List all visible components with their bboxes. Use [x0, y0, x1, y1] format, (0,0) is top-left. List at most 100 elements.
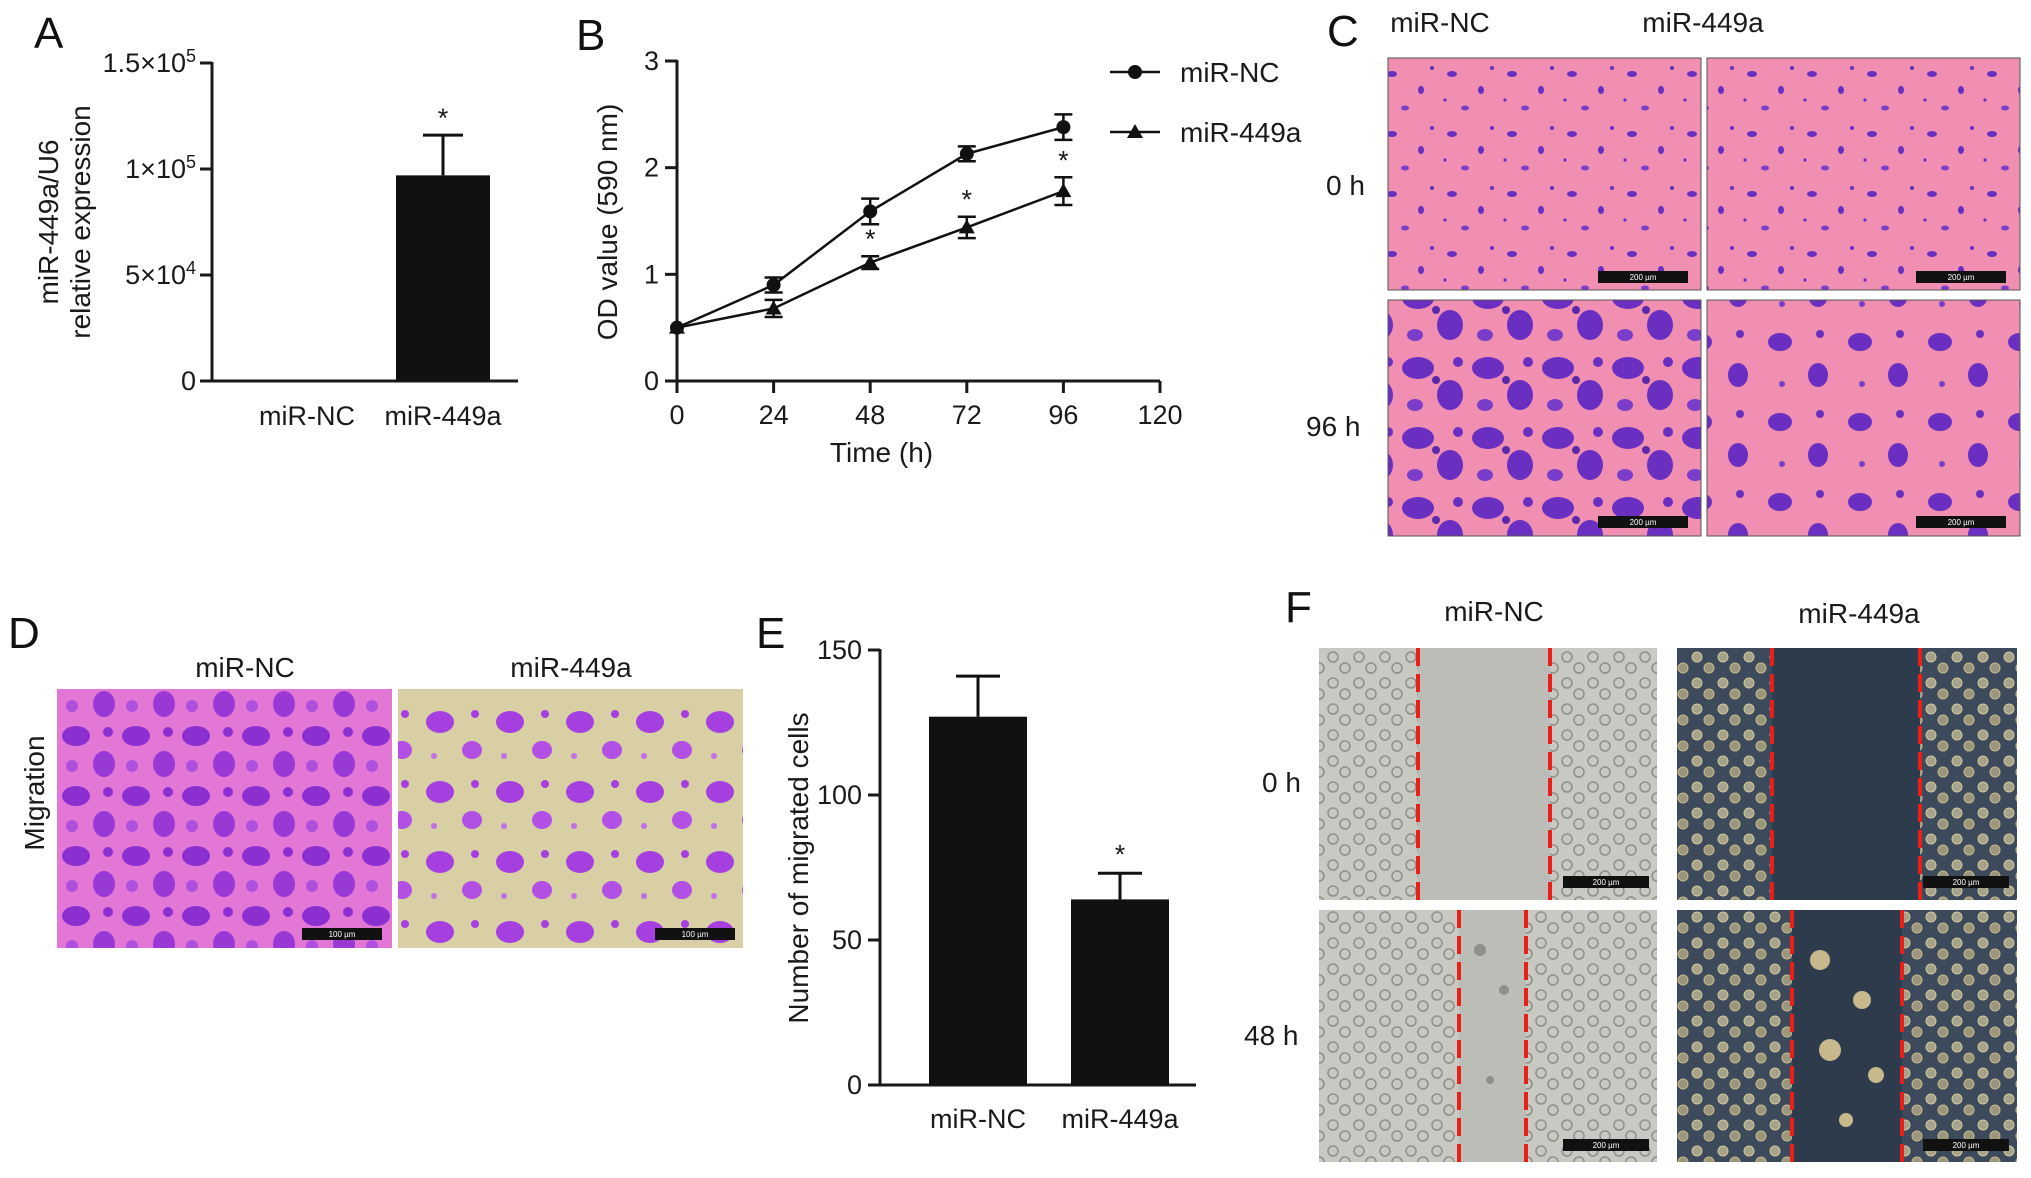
y-tick-label: 100 [817, 780, 862, 810]
panel-c: C miR-NC miR-449a 0 h 96 h 200 µm 200 µm… [1306, 7, 2021, 537]
panel-c-row-label-96h: 96 h [1306, 411, 1361, 442]
y-axis-label: Number of migrated cells [783, 712, 814, 1023]
data-point [958, 219, 975, 234]
significance-star: * [1115, 839, 1126, 869]
y-tick-label: 150 [817, 635, 862, 665]
y-tick-label: 1 [644, 259, 659, 289]
x-category-label: miR-NC [259, 401, 355, 431]
panel-f-col-label-nc: miR-NC [1444, 596, 1544, 627]
data-point [766, 278, 781, 292]
y-tick-label: 3 [644, 46, 659, 76]
scale-bar: 200 µm [1563, 1139, 1649, 1151]
svg-text:100 µm: 100 µm [329, 930, 356, 939]
svg-text:200 µm: 200 µm [1948, 518, 1975, 527]
panel-f-row-label-0h: 0 h [1262, 767, 1301, 798]
panel-c-row-label-0h: 0 h [1326, 170, 1365, 201]
panel-c-col-label-nc: miR-NC [1390, 7, 1490, 38]
x-category-label: miR-449a [384, 401, 502, 431]
legend-label: miR-449a [1180, 117, 1302, 148]
significance-star: * [962, 185, 973, 215]
legend-marker [1127, 124, 1143, 138]
x-axis-label: Time (h) [830, 437, 933, 468]
micrograph-f-449a-0h: 200 µm [1677, 648, 2017, 900]
data-point [669, 319, 685, 334]
panel-f-row-label-48h: 48 h [1244, 1020, 1299, 1051]
bar [929, 716, 1027, 1085]
svg-text:200 µm: 200 µm [1630, 518, 1657, 527]
scale-bar: 100 µm [302, 928, 382, 940]
svg-text:200 µm: 200 µm [1593, 878, 1620, 887]
panel-d-col-label-449a: miR-449a [510, 652, 632, 683]
y-tick-label: 0 [847, 1070, 862, 1100]
legend-marker [1128, 65, 1142, 79]
panel-c-col-label-449a: miR-449a [1642, 7, 1764, 38]
scale-bar: 200 µm [1598, 271, 1688, 283]
micrograph-c-nc-96h [1387, 299, 1702, 537]
svg-text:200 µm: 200 µm [1630, 273, 1657, 282]
y-tick-label: 0 [644, 366, 659, 396]
data-point [863, 204, 878, 219]
data-point [1056, 120, 1071, 135]
scale-bar: 200 µm [1598, 516, 1688, 528]
micrograph-d-449a [398, 689, 743, 948]
micrograph-c-449a-0h [1706, 57, 2021, 291]
x-tick-label: 24 [759, 400, 789, 430]
x-tick-label: 96 [1048, 400, 1078, 430]
panel-letter-c: C [1327, 7, 1359, 56]
y-tick-label: 1.5×105 [103, 46, 196, 78]
y-tick-label: 2 [644, 153, 659, 183]
chart-e: 0 50 100 150 Number of migrated cells miR-NC *… [783, 635, 1196, 1134]
y-tick-label: 0 [181, 366, 196, 396]
legend-label: miR-NC [1180, 57, 1280, 88]
scale-bar: 200 µm [1923, 1139, 2009, 1151]
svg-text:200 µm: 200 µm [1953, 878, 1980, 887]
bar [1071, 899, 1169, 1085]
data-point [959, 146, 974, 161]
chart-b: 0 1 2 3 0 24 48 72 96 120 Time (h) OD value (590 nm… [592, 46, 1302, 468]
y-axis-label: OD value (590 nm) [592, 104, 623, 341]
bar [396, 175, 490, 381]
svg-text:200 µm: 200 µm [1948, 273, 1975, 282]
y-axis-label: relative expression [65, 105, 96, 338]
panel-letter-b: B [576, 11, 605, 60]
svg-text:200 µm: 200 µm [1953, 1141, 1980, 1150]
x-tick-label: 120 [1137, 400, 1182, 430]
panel-letter-d: D [8, 609, 40, 658]
micrograph-d-nc [57, 689, 392, 948]
panel-letter-e: E [756, 609, 785, 658]
panel-d-col-label-nc: miR-NC [195, 652, 295, 683]
significance-star: * [1058, 145, 1069, 175]
series-miR-449a: * * * [669, 145, 1073, 334]
svg-text:200 µm: 200 µm [1593, 1141, 1620, 1150]
data-point [862, 254, 879, 269]
panel-f-col-label-449a: miR-449a [1798, 598, 1920, 629]
significance-star: * [438, 103, 449, 133]
panel-d-row-label: Migration [19, 735, 50, 850]
panel-e: E [756, 609, 785, 658]
panel-b: B [576, 11, 605, 60]
scale-bar: 200 µm [1923, 876, 2009, 888]
chart-a: 0 5×104 1×105 1.5×105 miR-449a/U6 relative ex… [33, 46, 518, 431]
x-tick-label: 48 [855, 400, 885, 430]
micrograph-c-449a-96h [1706, 299, 2021, 537]
x-category-label: miR-449a [1061, 1104, 1179, 1134]
scale-bar: 200 µm [1916, 516, 2006, 528]
micrograph-f-nc-48h: 200 µm [1319, 910, 1657, 1162]
scale-bar: 200 µm [1916, 271, 2006, 283]
data-point [1055, 183, 1072, 198]
significance-star: * [865, 224, 876, 254]
panel-letter-a: A [34, 9, 64, 58]
panel-a: A [34, 9, 64, 58]
x-category-label: miR-NC [930, 1104, 1026, 1134]
y-axis-label: miR-449a/U6 [33, 140, 64, 305]
y-tick-label: 1×105 [125, 152, 196, 184]
y-tick-label: 5×104 [125, 258, 196, 290]
x-tick-label: 72 [952, 400, 982, 430]
series-miR-NC [670, 113, 1073, 335]
panel-d: D miR-NC miR-449a Migration 100 µm 100 µ… [8, 609, 743, 948]
data-point [765, 300, 782, 315]
x-tick-label: 0 [669, 400, 684, 430]
micrograph-f-nc-0h: 200 µm [1319, 648, 1657, 900]
micrograph-f-449a-48h: 200 µm [1677, 910, 2017, 1162]
